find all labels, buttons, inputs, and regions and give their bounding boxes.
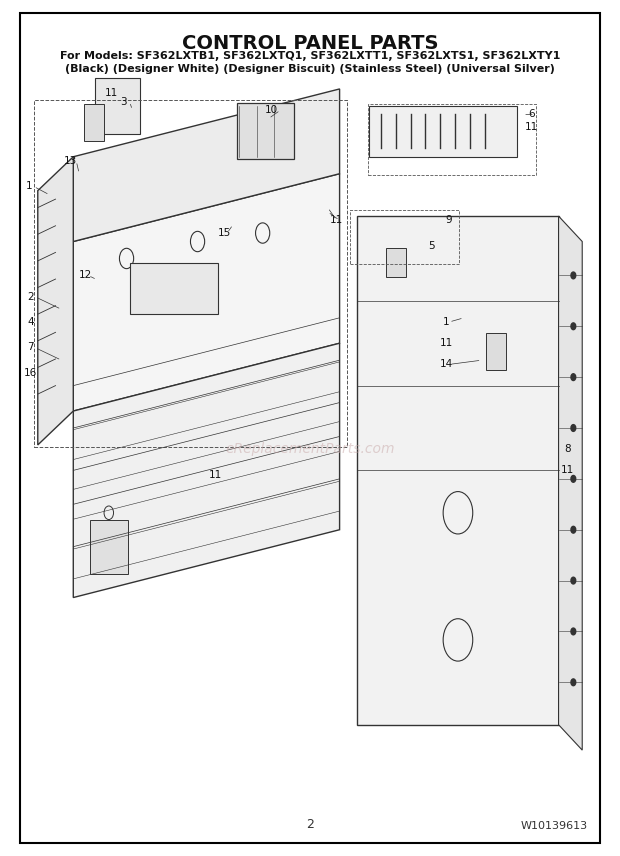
Text: 12: 12 — [79, 270, 92, 281]
Text: 10: 10 — [265, 105, 278, 115]
FancyBboxPatch shape — [130, 263, 218, 313]
Text: 2: 2 — [27, 292, 34, 301]
Text: 6: 6 — [529, 110, 535, 119]
Polygon shape — [369, 106, 517, 157]
Polygon shape — [73, 89, 340, 241]
Text: 11: 11 — [209, 470, 222, 479]
Polygon shape — [38, 157, 73, 445]
FancyBboxPatch shape — [486, 333, 507, 371]
Text: CONTROL PANEL PARTS: CONTROL PANEL PARTS — [182, 34, 438, 53]
Polygon shape — [73, 343, 340, 597]
Text: 7: 7 — [27, 342, 34, 353]
Text: 2: 2 — [306, 817, 314, 830]
Text: 11: 11 — [330, 216, 343, 225]
Circle shape — [571, 374, 576, 381]
Text: 11: 11 — [105, 88, 118, 98]
Circle shape — [571, 272, 576, 279]
FancyBboxPatch shape — [90, 520, 128, 574]
Text: 16: 16 — [24, 368, 37, 377]
Text: 1: 1 — [25, 181, 32, 192]
Text: 9: 9 — [446, 216, 453, 225]
Circle shape — [571, 425, 576, 431]
Text: 11: 11 — [440, 338, 453, 348]
Text: W10139613: W10139613 — [521, 821, 588, 830]
Text: 11: 11 — [525, 122, 539, 132]
Circle shape — [571, 679, 576, 686]
Circle shape — [571, 628, 576, 635]
Text: eReplacementParts.com: eReplacementParts.com — [225, 443, 395, 456]
Circle shape — [571, 526, 576, 533]
Polygon shape — [559, 216, 582, 750]
FancyBboxPatch shape — [95, 78, 140, 134]
Text: 4: 4 — [27, 317, 34, 327]
FancyBboxPatch shape — [84, 104, 104, 141]
Text: 14: 14 — [440, 360, 453, 370]
Text: 11: 11 — [561, 466, 574, 475]
FancyBboxPatch shape — [386, 248, 406, 277]
Text: For Models: SF362LXTB1, SF362LXTQ1, SF362LXTT1, SF362LXTS1, SF362LXTY1: For Models: SF362LXTB1, SF362LXTQ1, SF36… — [60, 51, 560, 61]
Text: (Black) (Designer White) (Designer Biscuit) (Stainless Steel) (Universal Silver): (Black) (Designer White) (Designer Biscu… — [65, 63, 555, 74]
Polygon shape — [357, 216, 559, 725]
FancyBboxPatch shape — [237, 104, 294, 159]
Text: 8: 8 — [564, 444, 571, 455]
Text: 15: 15 — [218, 228, 231, 238]
Circle shape — [571, 577, 576, 584]
Circle shape — [571, 475, 576, 482]
Text: 5: 5 — [428, 241, 435, 251]
Text: 13: 13 — [64, 156, 77, 166]
Circle shape — [571, 323, 576, 330]
Text: 1: 1 — [443, 317, 450, 327]
Text: 3: 3 — [120, 97, 127, 107]
Polygon shape — [73, 174, 340, 411]
